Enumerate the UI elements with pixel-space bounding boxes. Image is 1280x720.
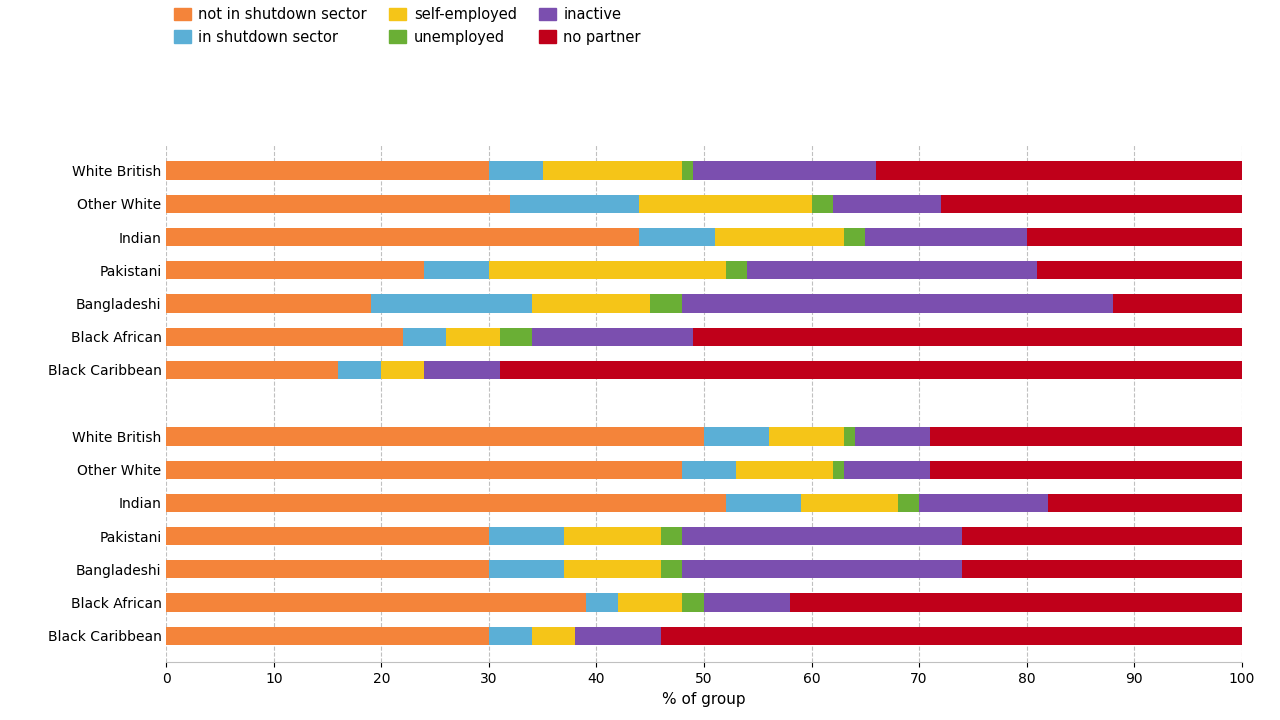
Bar [166, 228, 640, 246]
Bar [166, 494, 726, 512]
Bar [338, 361, 381, 379]
Bar [865, 228, 1027, 246]
Bar [499, 361, 1242, 379]
Bar [844, 461, 929, 479]
Bar [790, 593, 1242, 612]
Bar [640, 228, 714, 246]
Bar [897, 494, 919, 512]
Bar [166, 461, 682, 479]
Bar [660, 626, 1242, 645]
Bar [564, 527, 660, 545]
Bar [704, 427, 768, 446]
Bar [166, 560, 489, 578]
Bar [371, 294, 532, 312]
Bar [929, 427, 1242, 446]
Bar [876, 161, 1242, 180]
Bar [919, 494, 1048, 512]
Bar [748, 261, 1037, 279]
Bar [963, 560, 1242, 578]
Bar [166, 527, 489, 545]
Bar [941, 194, 1242, 213]
Bar [532, 626, 575, 645]
Bar [586, 593, 618, 612]
Bar [833, 194, 941, 213]
Bar [166, 328, 403, 346]
Bar [714, 228, 844, 246]
Bar [704, 593, 790, 612]
Bar [532, 294, 650, 312]
Bar [532, 328, 694, 346]
Bar [511, 194, 640, 213]
Bar [166, 427, 704, 446]
Bar [618, 593, 682, 612]
Bar [166, 194, 511, 213]
Bar [499, 328, 532, 346]
Bar [403, 328, 445, 346]
Bar [801, 494, 897, 512]
Bar [844, 427, 855, 446]
Bar [736, 461, 833, 479]
Bar [543, 161, 682, 180]
Bar [694, 161, 876, 180]
Bar [425, 361, 499, 379]
Bar [1112, 294, 1242, 312]
Bar [1037, 261, 1242, 279]
Bar [855, 427, 929, 446]
Bar [844, 228, 865, 246]
Bar [660, 560, 682, 578]
Bar [564, 560, 660, 578]
Bar [812, 194, 833, 213]
Bar [640, 194, 812, 213]
Bar [489, 527, 564, 545]
Bar [575, 626, 660, 645]
Bar [489, 560, 564, 578]
Bar [929, 461, 1242, 479]
Legend: not in shutdown sector, in shutdown sector, self-employed, unemployed, inactive,: not in shutdown sector, in shutdown sect… [174, 7, 641, 45]
Bar [650, 294, 682, 312]
Bar [694, 328, 1242, 346]
Bar [425, 261, 489, 279]
Bar [489, 626, 532, 645]
Bar [166, 161, 489, 180]
Bar [489, 261, 726, 279]
Bar [726, 261, 748, 279]
Bar [445, 328, 499, 346]
Bar [682, 294, 1112, 312]
Bar [682, 593, 704, 612]
Bar [726, 494, 801, 512]
Bar [660, 527, 682, 545]
Bar [489, 161, 543, 180]
Bar [833, 461, 844, 479]
Bar [166, 261, 425, 279]
X-axis label: % of group: % of group [662, 692, 746, 706]
Bar [1048, 494, 1242, 512]
Bar [381, 361, 425, 379]
Bar [768, 427, 844, 446]
Bar [682, 560, 963, 578]
Bar [682, 461, 736, 479]
Bar [166, 593, 586, 612]
Bar [166, 361, 338, 379]
Bar [166, 294, 371, 312]
Bar [1027, 228, 1242, 246]
Bar [963, 527, 1242, 545]
Bar [166, 626, 489, 645]
Bar [682, 527, 963, 545]
Bar [682, 161, 694, 180]
